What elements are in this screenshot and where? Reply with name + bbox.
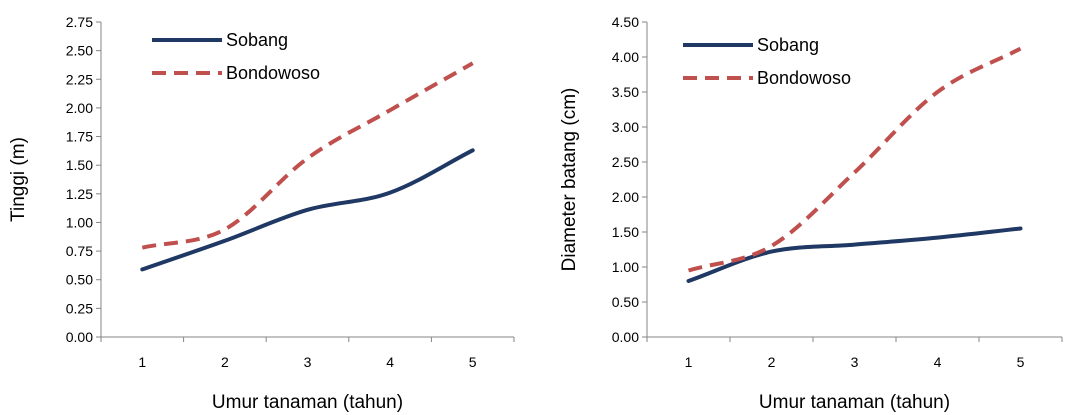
y-tick-label: 2.00	[612, 189, 639, 205]
x-tick-label: 4	[934, 354, 942, 370]
series-line-sobang	[686, 226, 1023, 283]
y-tick-label: 4.00	[612, 49, 639, 65]
y-tick-label: 2.25	[66, 71, 93, 87]
legend-label: Sobang	[757, 35, 819, 55]
y-tick-label: 0.75	[66, 243, 93, 259]
y-tick-label: 2.50	[612, 154, 639, 170]
chart-1: 0.00 0.25 0.50 0.75 1.00 1.25 1.50 1.75 2.00 2.25…	[8, 14, 515, 413]
y-tick-label: 2.75	[66, 14, 93, 30]
x-tick-label: 2	[221, 354, 229, 370]
x-tick-label: 1	[685, 354, 693, 370]
y-tick-label: 3.50	[612, 84, 639, 100]
y-tick-label: 1.75	[66, 129, 93, 145]
y-tick-label: 1.50	[66, 157, 93, 173]
x-tick-label: 5	[1017, 354, 1025, 370]
x-tick-label: 3	[304, 354, 312, 370]
series-line-bondowoso	[141, 61, 474, 250]
y-tick-label: 1.50	[612, 224, 639, 240]
x-tick-label: 4	[386, 354, 394, 370]
y-axis-title: Tinggi (m)	[8, 137, 29, 222]
y-tick-label: 2.50	[66, 43, 93, 59]
y-tick-label: 1.00	[612, 259, 639, 275]
y-tick-label: 0.50	[66, 272, 93, 288]
legend-label: Sobang	[226, 30, 288, 50]
y-tick-label: 0.25	[66, 300, 93, 316]
x-axis-title: Umur tanaman (tahun)	[212, 392, 403, 413]
y-tick-label: 3.00	[612, 119, 639, 135]
y-tick-label: 0.00	[612, 329, 639, 345]
legend-label: Bondowoso	[757, 68, 851, 88]
x-axis-title: Umur tanaman (tahun)	[759, 392, 950, 413]
series-line-bondowoso	[687, 46, 1022, 273]
y-tick-label: 4.50	[612, 14, 639, 30]
y-tick-label: 2.00	[66, 100, 93, 116]
y-tick-label: 1.00	[66, 214, 93, 230]
y-tick-label: 1.25	[66, 186, 93, 202]
y-tick-label: 0.50	[612, 294, 639, 310]
x-tick-label: 3	[851, 354, 859, 370]
legend-label: Bondowoso	[226, 63, 320, 83]
y-tick-label: 0.00	[66, 329, 93, 345]
x-tick-label: 1	[138, 354, 146, 370]
series-line-sobang	[140, 148, 475, 272]
x-tick-label: 5	[469, 354, 477, 370]
x-tick-label: 2	[768, 354, 776, 370]
chart-2: 0.00 0.50 1.00 1.50 2.00 2.50 3.00 3.50 4.00 4.50…	[559, 14, 1063, 413]
y-axis-title: Diameter batang (cm)	[559, 88, 580, 272]
